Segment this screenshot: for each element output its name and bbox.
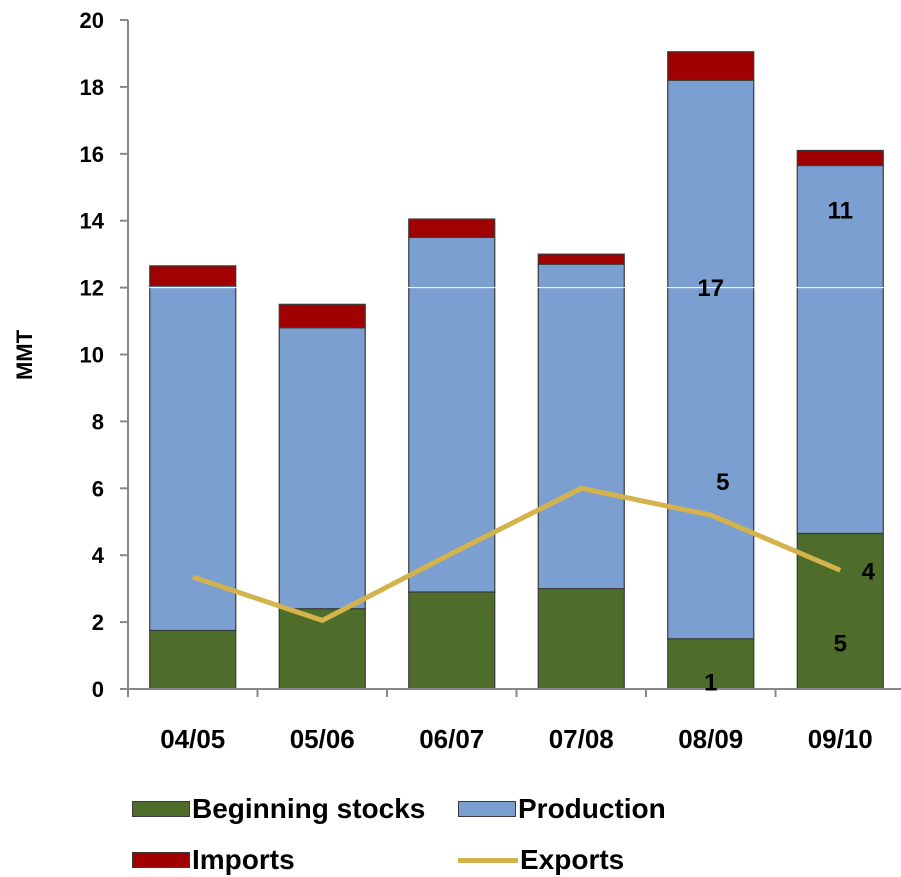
data-label-beginning-stocks-08-09: 1 [704,669,717,696]
legend-item-imports: Imports [132,843,295,877]
y-tick-label: 10 [80,343,104,368]
x-tick-label: 08/09 [678,724,743,754]
x-tick-label: 06/07 [419,724,484,754]
data-label-beginning-stocks-09-10: 5 [834,630,847,657]
data-annotations: 1 17 5 5 11 4 [697,198,875,697]
line-exports [191,485,842,624]
bar-production-09-10 [796,164,884,535]
bar-production-08-09 [667,79,755,640]
legend-swatch-imports [132,852,190,868]
y-tick-label: 20 [80,8,104,33]
y-axis-ticks: 0 2 4 6 8 10 12 14 16 18 20 [80,8,128,702]
y-tick-label: 4 [92,543,105,568]
bar-imports-09-10 [796,149,884,167]
legend-label-exports: Exports [520,844,625,875]
data-label-production-08-09: 17 [697,275,724,302]
bar-imports-04-05 [149,265,237,287]
data-label-exports-08-09: 5 [716,469,729,496]
x-axis-ticks: 04/05 05/06 06/07 07/08 08/09 09/10 [127,689,873,754]
legend-item-beginning-stocks: Beginning stocks [132,792,425,826]
bar-imports-06-07 [408,218,496,239]
bar-production-04-05 [149,285,237,632]
bar-imports-05-06 [278,303,366,329]
legend-swatch-exports [458,857,518,863]
y-tick-label: 18 [80,75,104,100]
y-tick-label: 2 [92,610,104,635]
x-tick-label: 04/05 [160,724,225,754]
bar-production-06-07 [408,236,496,593]
bar-stacks [128,51,901,690]
bar-imports-08-09 [667,51,755,81]
y-tick-label: 12 [80,276,104,301]
data-label-production-09-10: 11 [828,198,853,225]
bar-production-05-06 [278,327,366,610]
y-tick-label: 16 [80,142,104,167]
legend-label-production: Production [518,793,666,824]
legend-item-production: Production [458,792,666,826]
y-tick-label: 8 [92,409,104,434]
legend-label-beginning-stocks: Beginning stocks [192,793,426,824]
legend-swatch-production [458,801,516,817]
legend-swatch-beginning-stocks [132,801,190,817]
x-tick-label: 09/10 [808,724,873,754]
bar-production-07-08 [537,263,625,590]
legend-item-exports: Exports [458,843,624,877]
data-label-exports-09-10: 4 [862,558,876,585]
y-axis-label: MMT [12,329,37,380]
legend-label-imports: Imports [192,844,295,875]
y-tick-label: 6 [92,476,104,501]
bar-beginning-stocks-04-05 [149,629,237,690]
x-tick-label: 05/06 [290,724,355,754]
y-tick-label: 14 [80,209,105,234]
y-tick-label: 0 [92,677,104,702]
bar-beginning-stocks-07-08 [537,588,625,690]
x-tick-label: 07/08 [549,724,614,754]
bar-imports-07-08 [537,253,625,265]
bar-beginning-stocks-06-07 [408,591,496,690]
exports-line-layer [191,485,842,624]
